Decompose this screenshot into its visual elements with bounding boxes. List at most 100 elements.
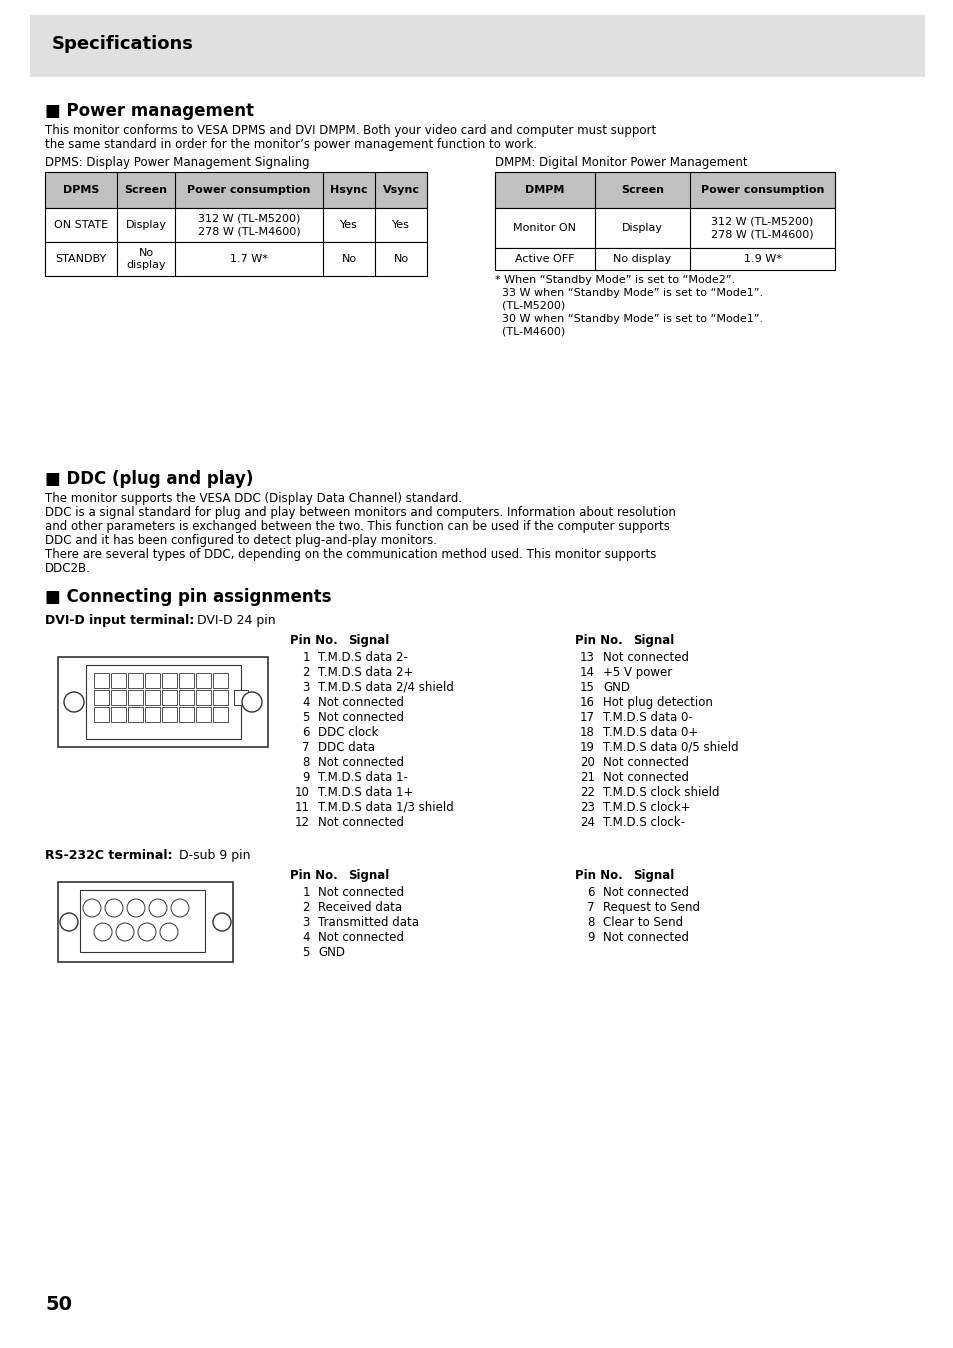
Text: No: No: [393, 253, 408, 264]
Text: ■ Power management: ■ Power management: [45, 102, 253, 120]
Text: Not connected: Not connected: [317, 696, 403, 709]
Text: Specifications: Specifications: [52, 35, 193, 53]
Bar: [111, 690, 126, 705]
Text: 22: 22: [182, 712, 191, 717]
Text: Not connected: Not connected: [602, 651, 688, 665]
Text: 19: 19: [132, 712, 139, 717]
Text: T.M.D.S data 0-: T.M.D.S data 0-: [602, 710, 692, 724]
Bar: [233, 690, 248, 705]
Text: T.M.D.S data 2+: T.M.D.S data 2+: [317, 666, 413, 679]
Text: DPMS: Display Power Management Signaling: DPMS: Display Power Management Signaling: [45, 156, 310, 168]
Text: D-sub 9 pin: D-sub 9 pin: [174, 849, 251, 861]
Text: Received data: Received data: [317, 900, 402, 914]
Text: 8: 8: [302, 756, 310, 768]
Text: 6: 6: [587, 886, 595, 899]
Text: 20: 20: [579, 756, 595, 768]
Text: 9: 9: [302, 771, 310, 785]
Bar: [58, 656, 268, 747]
Text: +5 V power: +5 V power: [602, 666, 672, 679]
Text: T.M.D.S clock+: T.M.D.S clock+: [602, 801, 690, 814]
Text: 12: 12: [294, 816, 310, 829]
Text: The monitor supports the VESA DDC (Display Data Channel) standard.: The monitor supports the VESA DDC (Displ…: [45, 492, 461, 506]
Text: 3: 3: [302, 681, 310, 694]
Bar: [213, 706, 228, 723]
Bar: [195, 690, 211, 705]
Text: Pin No.: Pin No.: [290, 869, 337, 882]
Text: 10: 10: [114, 696, 122, 700]
Text: 3: 3: [133, 678, 137, 683]
Text: DDC is a signal standard for plug and play between monitors and computers. Infor: DDC is a signal standard for plug and pl…: [45, 506, 675, 519]
Circle shape: [116, 923, 133, 941]
Circle shape: [64, 692, 84, 712]
Text: 7: 7: [587, 900, 595, 914]
Text: 8: 8: [587, 917, 595, 929]
Bar: [94, 706, 109, 723]
Text: 2: 2: [116, 678, 120, 683]
Bar: [128, 706, 143, 723]
Text: 9: 9: [587, 931, 595, 944]
Bar: [128, 690, 143, 705]
Text: Not connected: Not connected: [602, 756, 688, 768]
Bar: [45, 208, 427, 243]
Text: Power consumption: Power consumption: [700, 185, 823, 195]
Text: 11: 11: [294, 801, 310, 814]
Text: Clear to Send: Clear to Send: [602, 917, 682, 929]
Text: 6: 6: [101, 930, 105, 934]
Text: 8: 8: [218, 678, 222, 683]
Bar: [213, 690, 228, 705]
Text: 16: 16: [579, 696, 595, 709]
Circle shape: [149, 899, 167, 917]
Text: 11: 11: [132, 696, 139, 700]
Text: 19: 19: [579, 741, 595, 754]
Text: and other parameters is exchanged between the two. This function can be used if : and other parameters is exchanged betwee…: [45, 520, 669, 532]
Text: 7: 7: [201, 678, 205, 683]
Bar: [162, 690, 177, 705]
Circle shape: [213, 913, 231, 931]
Text: Screen: Screen: [620, 185, 663, 195]
Bar: [195, 706, 211, 723]
Text: 23: 23: [199, 712, 208, 717]
Circle shape: [160, 923, 178, 941]
Text: No: No: [138, 248, 153, 257]
Text: 24: 24: [216, 712, 224, 717]
Text: DDC and it has been configured to detect plug-and-play monitors.: DDC and it has been configured to detect…: [45, 534, 436, 547]
Text: 8: 8: [145, 930, 149, 934]
Text: 6: 6: [302, 727, 310, 739]
Text: 14: 14: [182, 696, 191, 700]
Text: 21: 21: [166, 712, 173, 717]
Text: GND: GND: [317, 946, 345, 958]
Text: Not connected: Not connected: [602, 931, 688, 944]
Text: DPMS: DPMS: [63, 185, 99, 195]
Circle shape: [94, 923, 112, 941]
Text: 5: 5: [168, 678, 172, 683]
Bar: [58, 882, 233, 962]
Text: Pin No.: Pin No.: [290, 634, 337, 647]
Text: 1: 1: [90, 906, 93, 910]
Text: Power consumption: Power consumption: [187, 185, 311, 195]
Text: 4: 4: [156, 906, 160, 910]
Text: 5: 5: [178, 906, 182, 910]
Text: 20: 20: [149, 712, 156, 717]
Text: Vsync: Vsync: [382, 185, 419, 195]
Text: T.M.D.S clock-: T.M.D.S clock-: [602, 816, 684, 829]
Text: Display: Display: [126, 220, 167, 231]
Text: Not connected: Not connected: [317, 886, 403, 899]
Text: 2: 2: [302, 900, 310, 914]
Text: 9: 9: [99, 696, 103, 700]
Text: display: display: [126, 260, 166, 271]
Text: 4: 4: [302, 931, 310, 944]
Text: Signal: Signal: [348, 634, 389, 647]
Text: 17: 17: [579, 710, 595, 724]
Text: 278 W (TL-M4600): 278 W (TL-M4600): [197, 226, 300, 236]
Text: DMPM: Digital Monitor Power Management: DMPM: Digital Monitor Power Management: [495, 156, 747, 168]
Text: Not connected: Not connected: [602, 771, 688, 785]
Text: 3: 3: [302, 917, 310, 929]
Text: T.M.D.S data 1/3 shield: T.M.D.S data 1/3 shield: [317, 801, 454, 814]
Text: 13: 13: [579, 651, 595, 665]
Text: 5: 5: [302, 946, 310, 958]
Text: 5: 5: [302, 710, 310, 724]
Text: 9: 9: [167, 930, 171, 934]
Text: STANDBY: STANDBY: [55, 253, 107, 264]
Text: 17: 17: [97, 712, 106, 717]
Bar: [495, 248, 834, 270]
